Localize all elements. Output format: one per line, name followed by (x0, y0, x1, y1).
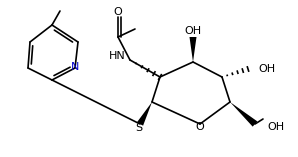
Polygon shape (190, 37, 196, 62)
Text: S: S (135, 123, 142, 133)
Text: O: O (114, 7, 122, 17)
Text: O: O (195, 122, 204, 132)
Polygon shape (137, 102, 152, 126)
Text: OH: OH (267, 122, 284, 132)
Polygon shape (230, 102, 257, 127)
Text: N: N (71, 62, 79, 72)
Text: OH: OH (184, 26, 201, 36)
Text: HN: HN (109, 51, 126, 61)
Text: OH: OH (258, 64, 275, 74)
